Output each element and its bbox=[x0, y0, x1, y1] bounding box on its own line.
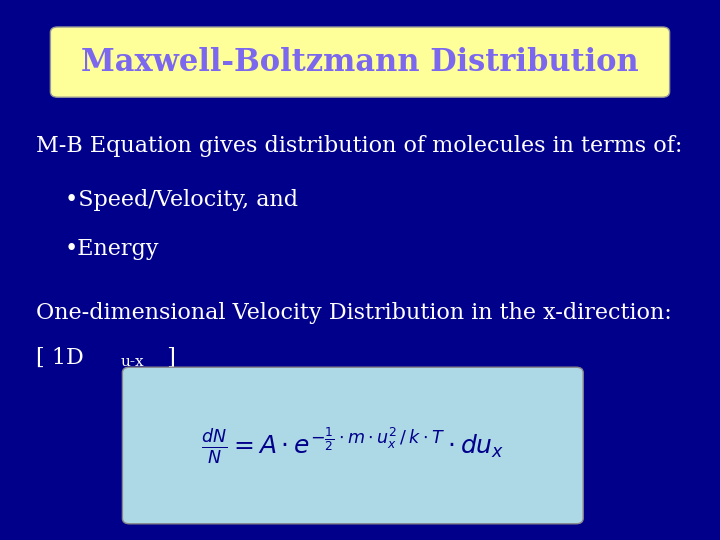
Text: ]: ] bbox=[160, 347, 176, 369]
Text: M-B Equation gives distribution of molecules in terms of:: M-B Equation gives distribution of molec… bbox=[36, 135, 683, 157]
Text: One-dimensional Velocity Distribution in the x-direction:: One-dimensional Velocity Distribution in… bbox=[36, 302, 672, 325]
Text: •Speed/Velocity, and: •Speed/Velocity, and bbox=[65, 189, 298, 211]
Text: •Energy: •Energy bbox=[65, 238, 159, 260]
Text: u-x: u-x bbox=[121, 355, 145, 369]
Text: Maxwell-Boltzmann Distribution: Maxwell-Boltzmann Distribution bbox=[81, 46, 639, 78]
Text: [ 1D: [ 1D bbox=[36, 347, 84, 369]
FancyBboxPatch shape bbox=[122, 367, 583, 524]
Text: $\frac{dN}{N} = A \cdot e^{-\frac{1}{2} \cdot m \cdot u_x^{2} \,/\, k \cdot T}\c: $\frac{dN}{N} = A \cdot e^{-\frac{1}{2} … bbox=[201, 426, 505, 465]
FancyBboxPatch shape bbox=[50, 27, 670, 97]
